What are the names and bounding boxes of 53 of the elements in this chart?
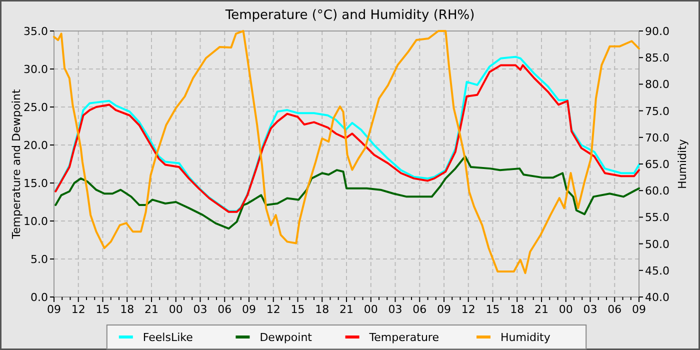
y2-tick-label: 55.0 — [645, 211, 670, 224]
y-tick-label: 0.0 — [30, 291, 48, 304]
legend-label: Dewpoint — [260, 331, 313, 344]
x-tick-label: 09 — [47, 303, 61, 316]
y2-tick-label: 70.0 — [645, 131, 670, 144]
x-tick-label: 21 — [340, 303, 354, 316]
y2-tick-label: 65.0 — [645, 158, 670, 171]
legend-label: Humidity — [500, 331, 551, 344]
y2-tick-label: 60.0 — [645, 184, 670, 198]
y-tick-label: 20.0 — [24, 139, 48, 152]
x-tick-label: 06 — [218, 303, 232, 316]
legend-label: Temperature — [368, 331, 440, 344]
y2-tick-label: 85.0 — [645, 52, 670, 65]
y2-tick-label: 75.0 — [645, 104, 670, 118]
y2-tick-label: 80.0 — [645, 78, 670, 92]
x-tick-label: 12 — [266, 303, 280, 316]
x-tick-label: 21 — [534, 303, 548, 316]
x-tick-label: 00 — [558, 303, 573, 316]
x-tick-label: 18 — [510, 303, 524, 316]
y2-tick-label: 45.0 — [645, 264, 670, 278]
legend-label: FeelsLike — [142, 331, 194, 344]
x-tick-label: 09 — [242, 303, 256, 316]
y-tick-label: 5.0 — [30, 253, 48, 266]
x-tick-label: 15 — [486, 303, 500, 316]
y-tick-label: 35.0 — [24, 25, 48, 38]
x-tick-label: 09 — [632, 303, 646, 316]
y2-tick-label: 90.0 — [645, 25, 670, 38]
x-tick-label: 06 — [412, 303, 427, 316]
y-tick-label: 10.0 — [24, 215, 48, 228]
x-tick-label: 03 — [583, 303, 598, 316]
y-tick-label: 30.0 — [24, 63, 48, 76]
x-tick-label: 12 — [71, 303, 86, 316]
line-series — [54, 155, 640, 230]
x-tick-label: 21 — [144, 303, 158, 316]
x-tick-label: 00 — [168, 303, 183, 316]
x-tick-label: 18 — [120, 303, 134, 316]
line-series — [53, 30, 640, 274]
chart-title: Temperature (°C) and Humidity (RH%) — [224, 8, 475, 23]
x-tick-label: 18 — [315, 303, 330, 316]
x-tick-label: 09 — [437, 303, 451, 316]
x-tick-label: 15 — [96, 303, 110, 316]
y2-tick-label: 50.0 — [645, 238, 670, 251]
y2-tick-label: 40.0 — [645, 291, 670, 304]
y-axis-title: Temperature and Dewpoint — [10, 88, 23, 240]
y2-axis-title: Humidity — [676, 138, 689, 189]
x-tick-label: 00 — [364, 303, 378, 316]
x-tick-label: 03 — [388, 303, 402, 316]
y-tick-label: 25.0 — [24, 101, 48, 114]
x-tick-label: 03 — [193, 303, 208, 316]
x-tick-label: 15 — [290, 303, 305, 316]
x-tick-label: 12 — [461, 303, 476, 316]
y-tick-label: 15.0 — [24, 177, 48, 190]
x-tick-label: 06 — [608, 303, 622, 316]
